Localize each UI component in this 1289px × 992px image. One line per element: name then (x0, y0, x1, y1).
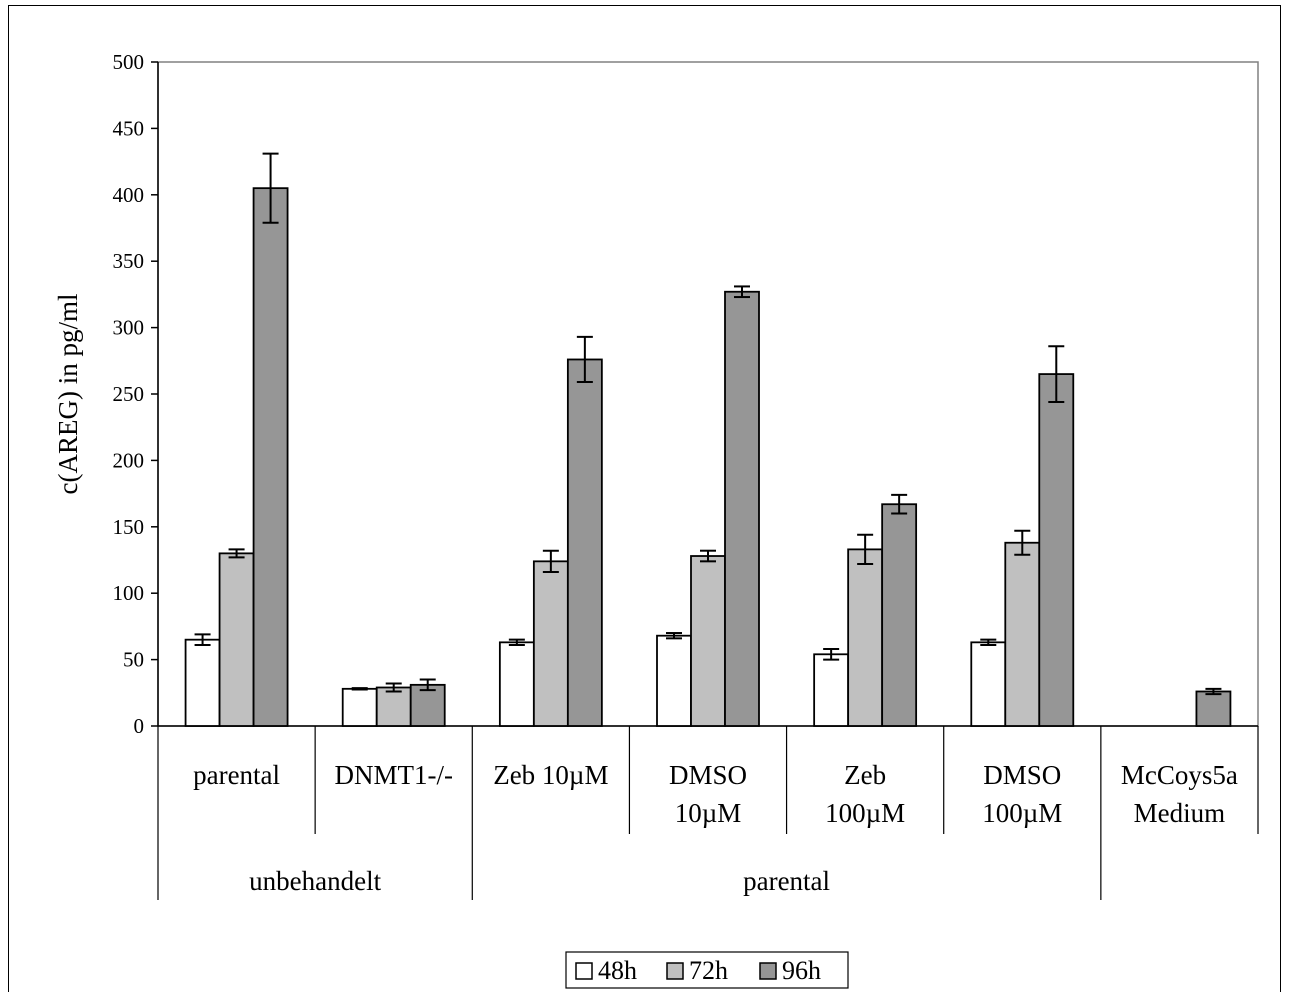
bar-48h (341, 687, 378, 727)
x-group-label: unbehandelt (249, 866, 381, 896)
y-tick-label: 450 (113, 116, 145, 140)
bar-48h (970, 641, 1007, 727)
bar-96h (252, 187, 289, 727)
y-tick-label: 250 (113, 382, 145, 406)
x-category-label: McCoys5a (1121, 760, 1238, 790)
bar-72h (690, 555, 726, 727)
y-tick-label: 100 (113, 581, 145, 605)
y-tick-label: 300 (113, 316, 145, 340)
legend-label: 96h (782, 956, 821, 985)
bar-72h (375, 686, 412, 727)
x-category-label: DNMT1-/- (334, 760, 452, 790)
bar-96h (1195, 690, 1232, 727)
x-category-label: 100µM (825, 798, 905, 828)
x-category-label: Medium (1134, 798, 1226, 828)
bar-96h (881, 503, 918, 727)
bar-48h (498, 641, 535, 727)
y-tick-label: 350 (113, 249, 145, 273)
bar-72h (1004, 541, 1041, 727)
x-category-label: 100µM (982, 798, 1062, 828)
legend-swatch-72h (666, 962, 684, 980)
bar-96h (1038, 373, 1075, 727)
bar-96h (724, 290, 760, 727)
bar-96h (409, 683, 446, 727)
legend-label: 72h (689, 956, 728, 985)
y-tick-label: 150 (113, 515, 145, 539)
y-tick-label: 500 (113, 50, 145, 74)
x-group-label: parental (743, 866, 830, 896)
legend-label: 48h (598, 956, 637, 985)
legend-swatch-96h (759, 962, 777, 980)
bar-48h (656, 634, 692, 727)
x-category-label: DMSO (983, 760, 1061, 790)
bar-72h (218, 552, 255, 727)
bar-48h (813, 653, 850, 727)
legend-swatch-48h (575, 962, 593, 980)
legend-box (565, 951, 849, 989)
x-category-label: Zeb 10µM (493, 760, 608, 790)
chart-frame (8, 5, 1281, 992)
x-category-label: Zeb (844, 760, 886, 790)
y-tick-label: 50 (123, 648, 144, 672)
bar-72h (847, 548, 884, 727)
x-category-label: 10µM (675, 798, 742, 828)
y-axis-title: c(AREG) in pg/ml (53, 294, 83, 495)
bar-72h (532, 560, 569, 727)
y-tick-label: 200 (113, 448, 145, 472)
y-tick-label: 400 (113, 183, 145, 207)
bar-96h (566, 358, 603, 727)
x-category-label: DMSO (669, 760, 747, 790)
x-category-label: parental (193, 760, 280, 790)
y-tick-label: 0 (134, 714, 145, 738)
bar-48h (184, 638, 221, 727)
